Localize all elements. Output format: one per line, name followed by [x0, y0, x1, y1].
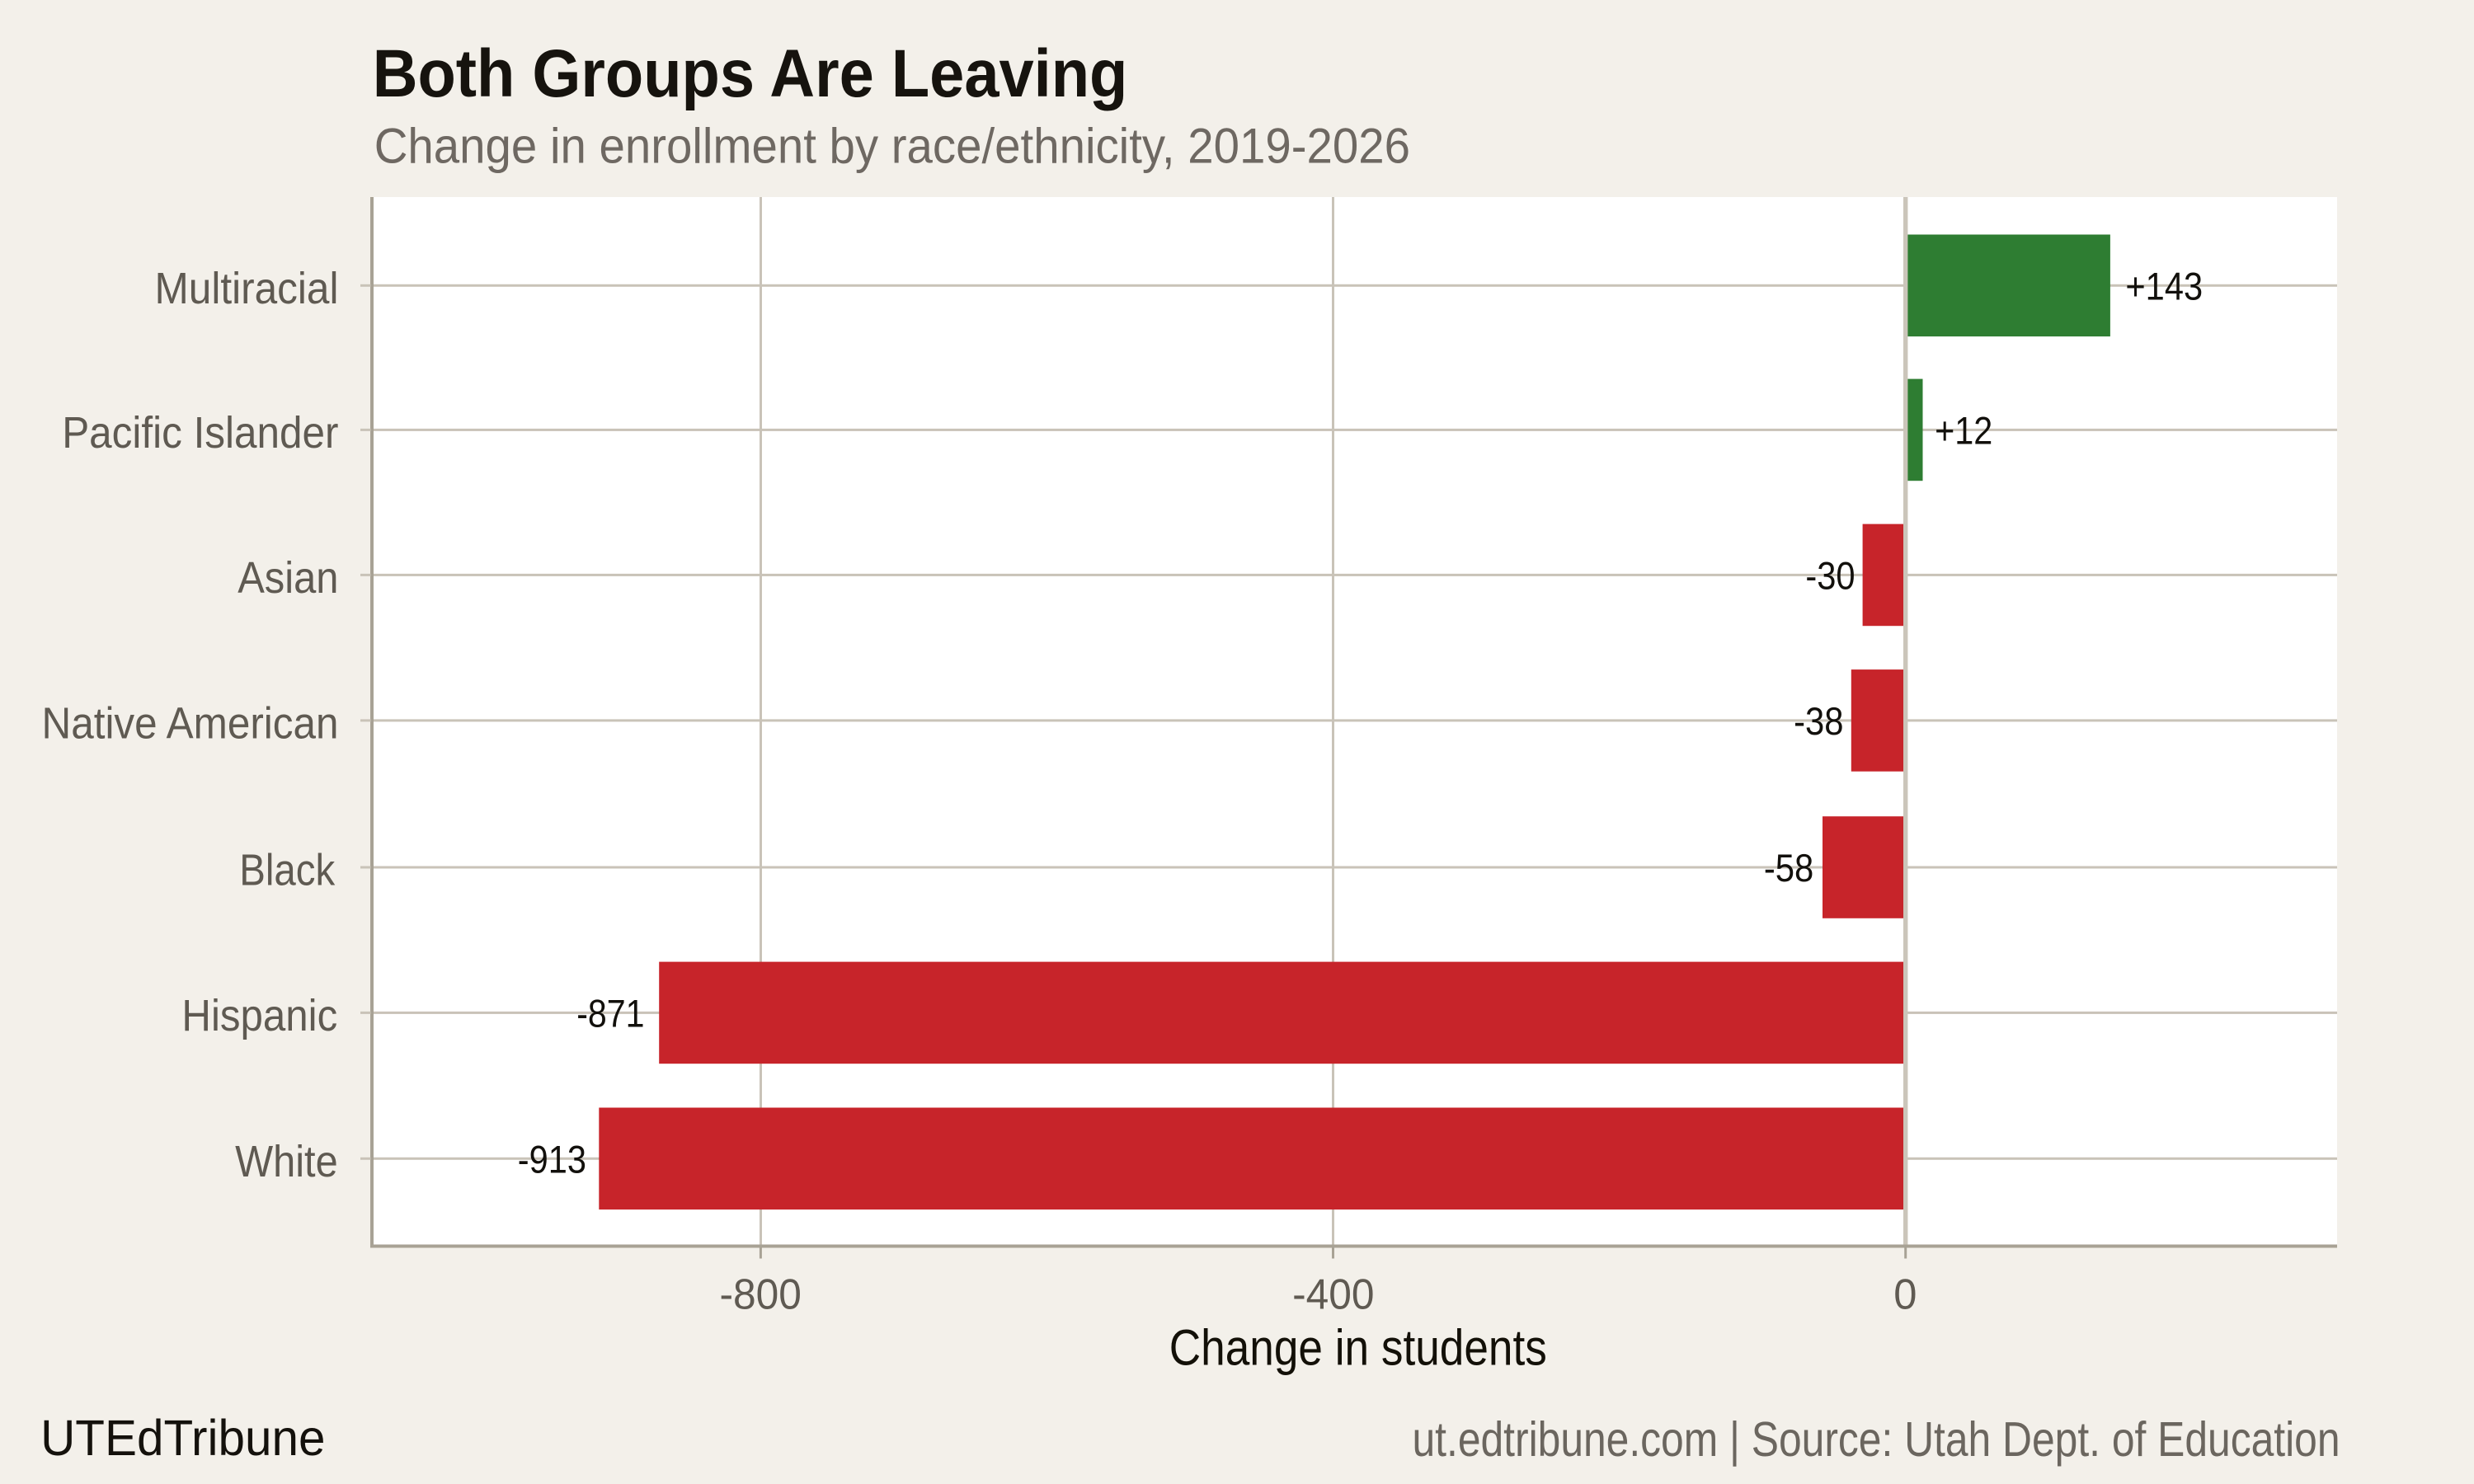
- svg-text:-38: -38: [1794, 699, 1843, 743]
- svg-text:Multiracial: Multiracial: [155, 264, 339, 313]
- svg-text:-871: -871: [576, 991, 644, 1035]
- svg-text:-800: -800: [720, 1270, 802, 1318]
- svg-text:Change in students: Change in students: [1169, 1320, 1547, 1377]
- svg-text:-30: -30: [1805, 553, 1855, 597]
- svg-text:Both Groups Are Leaving: Both Groups Are Leaving: [373, 36, 1128, 111]
- svg-text:0: 0: [1893, 1270, 1917, 1318]
- svg-text:ut.edtribune.com | Source: Uta: ut.edtribune.com | Source: Utah Dept. of…: [1413, 1411, 2340, 1467]
- svg-text:Change in enrollment by race/e: Change in enrollment by race/ethnicity, …: [374, 118, 1410, 174]
- svg-text:-400: -400: [1292, 1270, 1374, 1318]
- svg-text:+12: +12: [1935, 408, 1992, 452]
- svg-text:Asian: Asian: [238, 553, 338, 603]
- svg-text:-58: -58: [1764, 846, 1813, 890]
- svg-text:Hispanic: Hispanic: [181, 991, 337, 1040]
- svg-text:Black: Black: [239, 846, 336, 895]
- svg-text:White: White: [235, 1137, 338, 1186]
- svg-text:+143: +143: [2125, 264, 2203, 308]
- svg-text:Native American: Native American: [42, 699, 339, 749]
- svg-text:UTEdTribune: UTEdTribune: [40, 1410, 325, 1467]
- svg-text:Pacific Islander: Pacific Islander: [62, 408, 338, 458]
- svg-text:-913: -913: [518, 1137, 586, 1181]
